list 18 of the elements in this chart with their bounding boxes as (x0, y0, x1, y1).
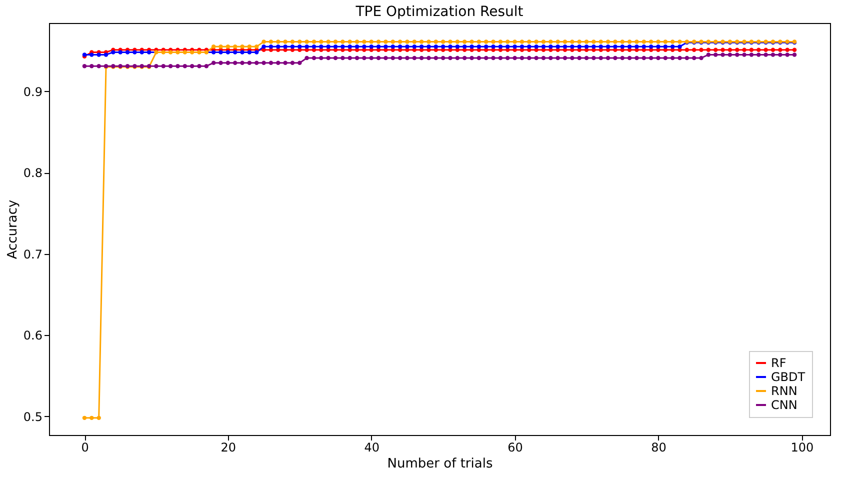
y-axis-title: Accuracy (5, 200, 20, 260)
x-tick-label: 0 (81, 440, 89, 454)
x-tick-label: 20 (220, 440, 236, 454)
x-tick-label: 80 (651, 440, 666, 454)
chart-title: TPE Optimization Result (354, 4, 524, 20)
legend-label: GBDT (771, 370, 806, 384)
y-tick-label: 0.8 (23, 166, 42, 180)
y-tick-label: 0.9 (23, 84, 42, 99)
x-axis-title: Number of trials (387, 456, 493, 472)
x-tick-label: 60 (508, 440, 523, 454)
y-tick-label: 0.5 (23, 410, 42, 424)
y-tick-label: 0.6 (23, 328, 42, 343)
y-tick-label: 0.7 (23, 247, 42, 262)
legend-label: CNN (771, 398, 798, 412)
x-tick-label: 40 (364, 440, 380, 454)
legend-label: RF (771, 356, 786, 370)
legend-label: RNN (771, 384, 798, 398)
x-tick-label: 100 (790, 440, 814, 454)
